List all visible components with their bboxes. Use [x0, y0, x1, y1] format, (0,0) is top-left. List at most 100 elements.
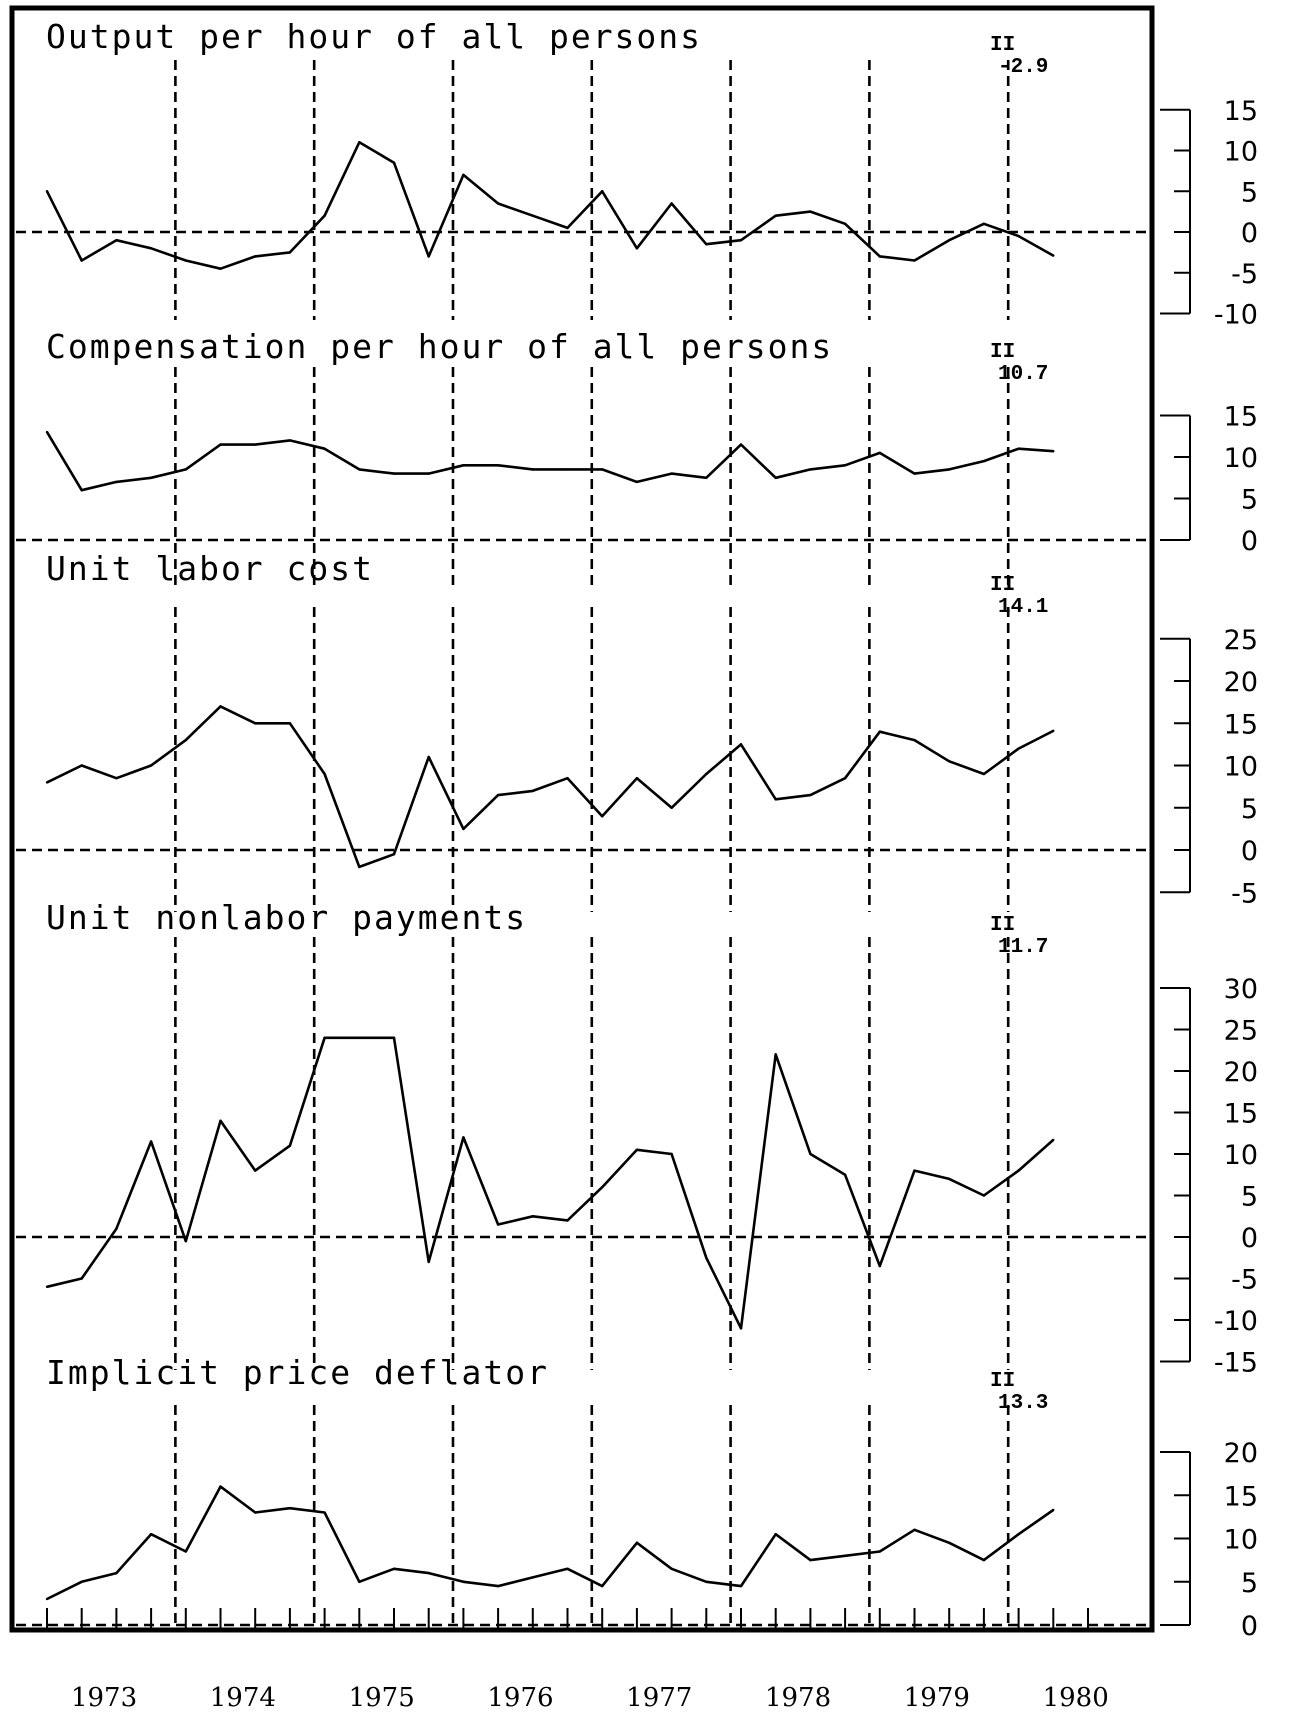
data-point [635, 1148, 639, 1152]
data-point [774, 798, 777, 801]
data-point [982, 459, 986, 463]
data-point [670, 1152, 673, 1156]
data-point [80, 764, 83, 767]
data-point [496, 793, 500, 797]
data-point [566, 1567, 569, 1570]
data-point [670, 202, 673, 205]
data-point [843, 222, 847, 226]
callout-value: 11.7 [998, 936, 1048, 959]
y-tick-label: 10 [1224, 137, 1258, 168]
y-tick-label: 10 [1224, 1140, 1258, 1171]
callout-value: 14.1 [998, 596, 1048, 619]
data-point [1017, 234, 1020, 238]
data-point [982, 1194, 986, 1197]
data-point [462, 827, 465, 831]
callout-value: 13.3 [998, 1392, 1048, 1415]
data-point [1017, 1532, 1020, 1536]
data-point [531, 468, 534, 471]
data-point [392, 1036, 396, 1040]
data-point [358, 141, 361, 144]
data-point [323, 1511, 326, 1514]
data-point [115, 480, 118, 484]
data-point [601, 1584, 604, 1588]
series-line [46, 1036, 1055, 1330]
data-point [948, 1541, 951, 1545]
data-point [1017, 747, 1020, 750]
data-point [913, 1169, 916, 1172]
y-tick-label: 15 [1224, 402, 1258, 433]
data-point [149, 247, 153, 250]
data-point [739, 443, 743, 446]
data-point [705, 772, 708, 776]
data-point [913, 472, 916, 475]
year-label: 1980 [1043, 1683, 1109, 1713]
data-point [635, 480, 639, 484]
data-point [601, 1186, 604, 1189]
y-tick-label: 25 [1224, 1016, 1258, 1047]
data-point [774, 1532, 777, 1536]
data-point [809, 1558, 812, 1562]
data-point [601, 815, 604, 818]
data-point [913, 259, 916, 262]
data-point [184, 738, 187, 742]
y-tick-label: 0 [1241, 526, 1258, 557]
data-point [739, 1327, 743, 1330]
y-tick-label: -10 [1214, 300, 1258, 331]
data-point [670, 472, 673, 475]
y-axis: -10 -5 0 5 10 15 [1160, 96, 1258, 331]
data-point [739, 1584, 743, 1588]
data-point [219, 1119, 222, 1123]
data-point [427, 472, 430, 475]
data-point [80, 489, 83, 492]
data-point [531, 214, 534, 217]
data-point [184, 468, 187, 471]
data-point [288, 1507, 292, 1510]
data-point [358, 865, 361, 869]
y-tick-label: 20 [1224, 1057, 1258, 1088]
data-point [427, 255, 430, 258]
callout-value: 10.7 [998, 363, 1048, 386]
series-line [45, 431, 1054, 492]
data-point [705, 1580, 708, 1583]
data-point [219, 1485, 222, 1488]
y-tick-label: 5 [1241, 485, 1258, 516]
data-point [219, 443, 222, 446]
data-point [288, 251, 292, 254]
series-line [45, 141, 1054, 271]
year-label: 1978 [765, 1683, 831, 1713]
data-point [323, 214, 326, 217]
y-tick-label: 5 [1241, 794, 1258, 825]
data-point [774, 214, 777, 217]
chart-frame [9, 5, 1155, 1633]
data-point [392, 1567, 396, 1570]
y-tick-label: 0 [1241, 1611, 1258, 1642]
data-point [392, 472, 396, 475]
data-point [184, 259, 187, 262]
data-point [288, 1144, 292, 1147]
y-tick-label: 10 [1224, 752, 1258, 783]
data-point [878, 1264, 881, 1268]
data-point [531, 1576, 534, 1579]
data-point [149, 476, 153, 479]
data-point [1052, 729, 1055, 733]
y-axis: 0 5 10 15 20 [1160, 1438, 1258, 1642]
data-point [323, 447, 326, 450]
callout-quarter: II [990, 574, 1015, 597]
y-tick-label: -5 [1231, 878, 1258, 909]
panel-title: Compensation per hour of all persons [46, 327, 833, 366]
year-label: 1974 [210, 1683, 276, 1713]
data-point [254, 255, 257, 258]
data-point [45, 430, 49, 434]
data-point [496, 1584, 500, 1588]
data-point [948, 238, 951, 242]
data-point [843, 776, 847, 780]
panel-2: Compensation per hour of all persons II10… [16, 327, 1258, 588]
data-point [184, 1550, 187, 1553]
data-point [1052, 1508, 1055, 1512]
data-point [254, 722, 257, 725]
data-point [982, 1558, 986, 1562]
data-point [843, 1554, 847, 1558]
data-point [149, 1532, 153, 1536]
y-tick-label: -15 [1214, 1348, 1258, 1379]
